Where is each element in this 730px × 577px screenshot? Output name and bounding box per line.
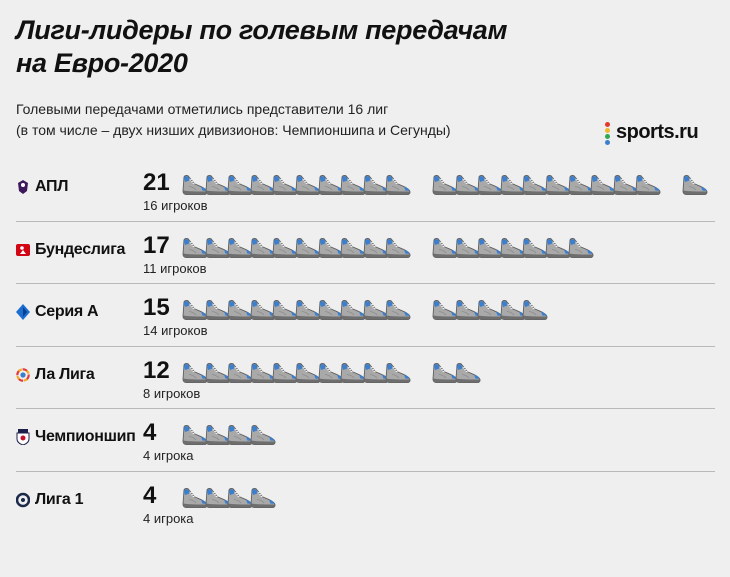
shoe-icon — [384, 172, 412, 198]
shoe-icon — [249, 235, 277, 261]
shoe-icon — [476, 235, 504, 261]
shoe-icon — [181, 172, 209, 198]
shoe-icon — [521, 297, 549, 323]
ligue-1-icon — [16, 492, 30, 508]
assist-count: 4 — [143, 419, 157, 446]
shoe-icon — [339, 172, 367, 198]
shoe-icon — [476, 297, 504, 323]
shoe-icon — [226, 360, 254, 386]
shoe-icon — [634, 172, 662, 198]
row-divider — [16, 220, 715, 222]
title-line-1: Лиги-лидеры по голевым передачам — [16, 15, 508, 45]
league-name: АПЛ — [35, 178, 69, 195]
shoe-pictogram — [0, 297, 730, 337]
players-count: 4 игрока — [143, 448, 194, 463]
logo-text: sports.ru — [616, 121, 699, 143]
logo-dots-icon — [604, 121, 612, 145]
league-label: Серия А — [16, 303, 99, 321]
shoe-icon — [249, 172, 277, 198]
shoe-icon — [271, 297, 299, 323]
row-divider — [16, 283, 715, 284]
subtitle-line-2: (в том числе – двух низших дивизионов: Ч… — [16, 122, 451, 138]
shoe-icon — [204, 360, 232, 386]
shoe-icon — [294, 235, 322, 261]
shoe-pictogram — [0, 235, 730, 275]
championship-icon — [16, 429, 30, 445]
assist-count: 4 — [143, 481, 157, 509]
shoe-icon — [362, 360, 390, 386]
league-label: Чемпионшип — [16, 428, 136, 446]
shoe-icon — [204, 172, 232, 198]
league-name: Чемпионшип — [35, 428, 136, 445]
row-divider — [16, 470, 715, 472]
assist-count: 12 — [143, 356, 170, 384]
assist-count: 17 — [143, 231, 170, 259]
shoe-icon — [249, 360, 277, 386]
players-count: 8 игроков — [143, 385, 201, 401]
row-divider — [16, 345, 715, 347]
subtitle-line-1: Голевыми передачами отметились представи… — [16, 101, 389, 117]
shoe-icon — [431, 297, 459, 323]
league-row: АПЛ 21 16 игроков — [0, 169, 730, 230]
league-row: Серия А 15 14 игроков — [0, 294, 730, 355]
shoe-icon — [181, 235, 209, 261]
shoe-icon — [294, 360, 322, 386]
shoe-icon — [567, 235, 595, 261]
assist-count: 21 — [143, 169, 170, 196]
sports-ru-logo: sports.ru — [604, 121, 699, 145]
shoe-icon — [294, 172, 322, 198]
shoe-icon — [362, 235, 390, 261]
shoe-icon — [589, 172, 617, 198]
players-count: 16 игроков — [143, 198, 208, 213]
chart-title: Лиги-лидеры по голевым передачам на Евро… — [16, 14, 507, 80]
shoe-icon — [384, 360, 412, 386]
league-name: Серия А — [35, 303, 99, 320]
league-label: Ла Лига — [16, 366, 95, 384]
chart-subtitle: Голевыми передачами отметились представи… — [16, 99, 451, 141]
league-label: Бундеслига — [16, 241, 125, 259]
shoe-icon — [681, 172, 709, 198]
shoe-icon — [181, 297, 209, 323]
bundesliga-icon — [16, 242, 30, 258]
shoe-icon — [431, 360, 459, 386]
shoe-icon — [521, 235, 549, 261]
shoe-icon — [249, 422, 277, 448]
shoe-icon — [226, 485, 254, 511]
shoe-icon — [181, 422, 209, 448]
shoe-icon — [431, 235, 459, 261]
league-label: Лига 1 — [16, 491, 83, 509]
shoe-pictogram — [0, 485, 730, 525]
players-count: 14 игроков — [143, 323, 208, 338]
assist-count: 15 — [143, 294, 170, 321]
shoe-icon — [454, 360, 482, 386]
league-name: Бундеслига — [35, 240, 126, 258]
players-count: 11 игроков — [143, 260, 207, 276]
shoe-icon — [339, 360, 367, 386]
shoe-icon — [499, 297, 527, 323]
league-row: Бундеслига 17 11 игроков — [0, 232, 730, 293]
shoe-icon — [317, 172, 345, 198]
shoe-icon — [271, 172, 299, 198]
la-liga-icon — [16, 367, 30, 383]
shoe-icon — [384, 235, 412, 261]
row-divider — [16, 408, 715, 409]
shoe-pictogram — [0, 360, 730, 400]
league-name: Ла Лига — [35, 365, 95, 383]
shoe-icon — [384, 297, 412, 323]
premier-league-icon — [16, 179, 30, 195]
league-row: Чемпионшип 4 4 игрока — [0, 419, 730, 480]
shoe-pictogram — [0, 422, 730, 462]
title-line-2: на Евро-2020 — [16, 48, 188, 78]
league-row: Ла Лига 12 8 игроков — [0, 357, 730, 418]
league-label: АПЛ — [16, 178, 68, 196]
players-count: 4 игрока — [143, 510, 194, 526]
league-name: Лига 1 — [35, 490, 84, 508]
shoe-icon — [204, 485, 232, 511]
shoe-icon — [454, 297, 482, 323]
shoe-icon — [612, 172, 640, 198]
serie-a-icon — [16, 304, 30, 320]
shoe-pictogram — [0, 172, 730, 212]
shoe-icon — [249, 485, 277, 511]
